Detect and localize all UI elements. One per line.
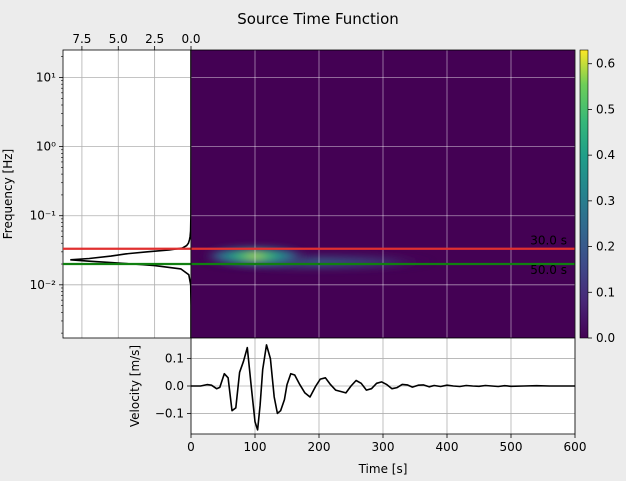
tf-panel: 30.0 s 50.0 s	[63, 49, 576, 339]
colorbar-tick-label: 0.5	[596, 102, 615, 116]
spectrum-y-tick-label: 10⁻¹	[30, 209, 57, 223]
spectrum-y-tick-label: 10⁻²	[30, 278, 57, 292]
trace-x-tick-label: 200	[308, 440, 331, 454]
trace-x-tick-label: 300	[372, 440, 395, 454]
colorbar-tick-label: 0.1	[596, 285, 615, 299]
spectrum-background	[63, 50, 191, 338]
spectrum-y-tick-label: 10⁰	[36, 140, 56, 154]
velocity-trace	[191, 344, 575, 431]
spectrum-y-ticks: 10⁻² 10⁻¹ 10⁰ 10¹	[30, 56, 63, 334]
spectrum-x-tick-label: 7.5	[72, 32, 91, 46]
trace-y-ticks: −0.1 0.0 0.1	[155, 352, 191, 420]
trace-x-tick-label: 0	[187, 440, 195, 454]
colorbar-tick-label: 0.0	[596, 331, 615, 345]
trace-panel: 0 100 200 300 400 500 600 −0.10.00.1 Time [s] …	[128, 337, 586, 476]
spectrum-x-tick-label: 0.0	[181, 32, 200, 46]
colorbar-tick-label: 0.3	[596, 194, 615, 208]
trace-x-tick-label: 400	[436, 440, 459, 454]
trace-xlabel: Time [s]	[358, 462, 408, 476]
trace-y-tick-label: 0.1	[165, 352, 184, 366]
colorbar: 0.0 0.1 0.2 0.3 0.4 0.5 0.6	[579, 49, 615, 345]
colorbar-tick-label: 0.4	[596, 148, 615, 162]
colorbar-tick-label: 0.6	[596, 57, 615, 71]
tf-annotations: 30.0 s 50.0 s	[63, 234, 575, 277]
trace-x-tick-label: 600	[564, 440, 587, 454]
spectrum-x-ticks: 7.5 5.0 2.5 0.0	[72, 32, 201, 50]
colorbar-gradient	[579, 49, 589, 339]
tf-grid	[191, 50, 575, 338]
period-label: 50.0 s	[530, 263, 567, 277]
trace-x-tick-label: 100	[244, 440, 267, 454]
figure-title: Source Time Function	[237, 10, 399, 28]
spectrum-x-tick-label: 5.0	[109, 32, 128, 46]
spectrum-ylabel: Frequency [Hz]	[1, 149, 15, 240]
spectrum-x-tick-label: 2.5	[145, 32, 164, 46]
colorbar-tick-label: 0.2	[596, 240, 615, 254]
trace-y-tick-label: −0.1	[155, 406, 184, 420]
period-label: 30.0 s	[530, 234, 567, 248]
spectrum-curve	[70, 50, 191, 338]
spectrum-panel: 7.5 5.0 2.5 0.0 10⁻² 10⁻¹ 10⁰ 10¹ Frequency [H…	[1, 32, 201, 339]
colorbar-ticks: 0.0 0.1 0.2 0.3 0.4 0.5 0.6	[588, 57, 615, 345]
trace-y-tick-label: 0.0	[165, 379, 184, 393]
trace-x-ticks: 0 100 200 300 400 500 600	[187, 434, 586, 454]
spectrum-y-tick-label: 10¹	[36, 71, 56, 85]
trace-ylabel: Velocity [m/s]	[128, 345, 142, 427]
trace-x-tick-label: 500	[500, 440, 523, 454]
